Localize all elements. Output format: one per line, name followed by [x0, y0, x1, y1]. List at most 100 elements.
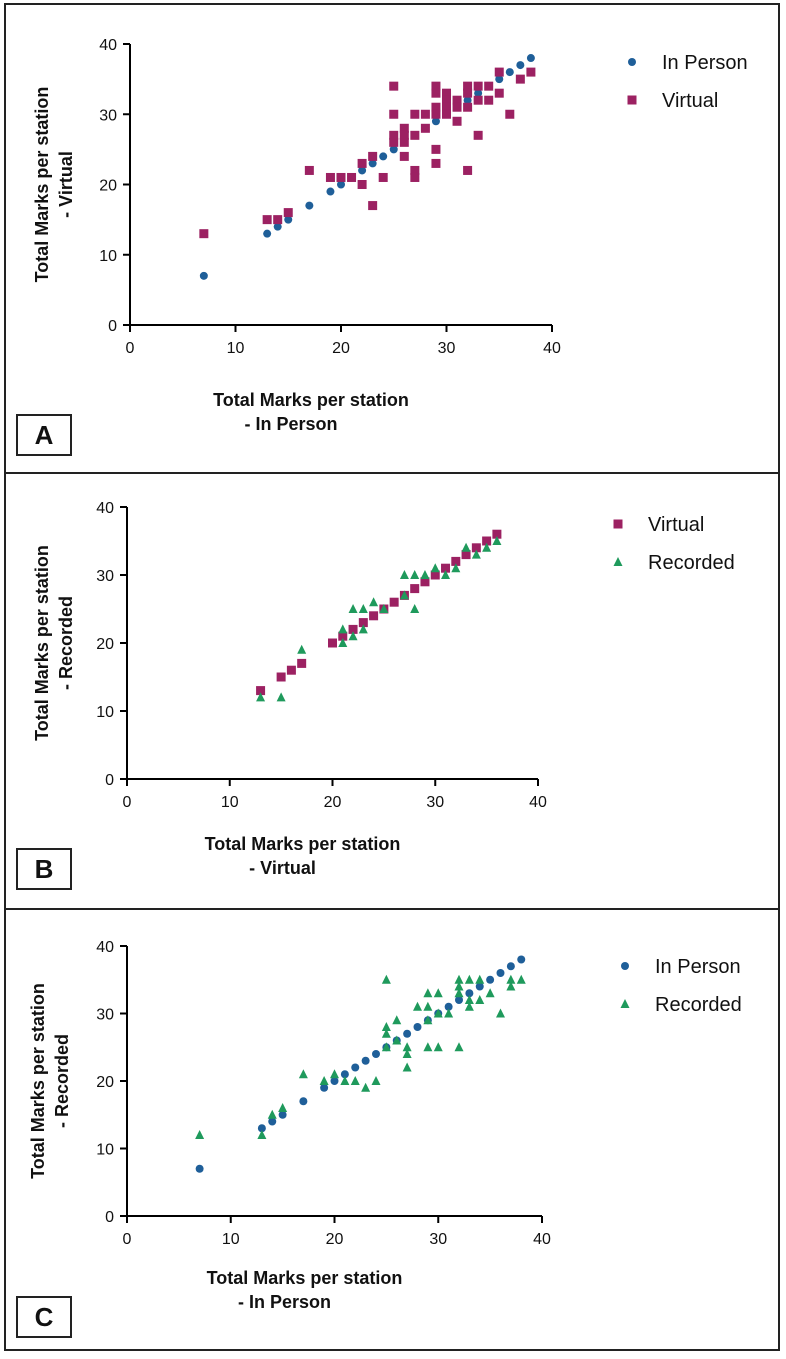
x-axis-label-a-1: - In Person — [244, 414, 337, 434]
point-a-1-26 — [420, 109, 430, 119]
point-a-0-19 — [474, 89, 483, 98]
point-a-1-27 — [431, 81, 441, 91]
point-b-0-19 — [482, 536, 492, 546]
y-tick-label-b-3: 30 — [96, 568, 114, 585]
point-a-1-30 — [431, 109, 441, 119]
point-c-1-19 — [402, 1062, 412, 1072]
point-a-0-2 — [273, 222, 282, 231]
point-a-1-34 — [442, 95, 451, 105]
legend-marker-a-1 — [627, 95, 637, 105]
y-tick-label-b-0: 0 — [105, 772, 114, 789]
point-b-1-8 — [358, 604, 368, 613]
point-c-0-10 — [372, 1050, 380, 1058]
point-a-1-46 — [473, 130, 483, 140]
point-a-0-11 — [389, 145, 398, 154]
point-b-1-15 — [420, 570, 430, 579]
point-a-0-9 — [368, 159, 377, 168]
point-a-0-4 — [305, 201, 314, 210]
point-c-0-20 — [475, 982, 484, 991]
point-a-1-50 — [494, 88, 504, 98]
series-b-virtual — [256, 529, 502, 696]
point-c-1-41 — [506, 981, 516, 991]
point-a-1-1 — [262, 215, 272, 225]
point-c-0-7 — [340, 1070, 349, 1079]
point-c-0-14 — [413, 1023, 422, 1031]
y-tick-label-b-2: 20 — [96, 636, 114, 653]
x-tick-label-c-0: 0 — [123, 1231, 132, 1248]
legend-marker-c-0 — [621, 962, 629, 970]
point-a-1-13 — [389, 81, 399, 91]
point-a-1-9 — [357, 158, 367, 168]
point-b-1-6 — [348, 604, 358, 613]
point-b-0-20 — [492, 529, 502, 539]
x-tick-label-b-1: 10 — [221, 794, 239, 811]
point-a-0-10 — [379, 152, 388, 161]
legend-label-b-1: Recorded — [648, 552, 735, 574]
point-c-1-42 — [516, 974, 526, 984]
point-a-1-11 — [368, 151, 378, 161]
point-a-0-15 — [431, 117, 440, 126]
point-a-1-39 — [452, 116, 462, 126]
point-c-0-23 — [506, 962, 515, 971]
point-a-1-25 — [420, 123, 430, 133]
point-a-0-0 — [199, 271, 208, 280]
point-c-1-23 — [423, 1015, 433, 1025]
point-b-1-22 — [492, 536, 502, 545]
scatter-chart-b: 0 10 20 30 40 0 10 20 30 40 Total Marks per statio… — [32, 500, 735, 878]
point-a-1-14 — [389, 109, 399, 119]
point-b-0-4 — [328, 638, 337, 648]
y-tick-label-c-2: 20 — [96, 1074, 114, 1091]
point-c-1-31 — [454, 988, 464, 998]
point-a-1-3 — [283, 208, 293, 218]
x-tick-label-c-3: 30 — [429, 1231, 447, 1248]
point-a-1-10 — [368, 201, 378, 211]
point-b-0-8 — [369, 611, 379, 621]
point-c-0-22 — [496, 969, 505, 977]
point-b-0-18 — [471, 543, 481, 553]
point-a-1-6 — [336, 172, 346, 182]
point-a-0-24 — [526, 54, 535, 63]
point-b-1-13 — [410, 570, 420, 579]
point-c-1-20 — [413, 1001, 422, 1011]
point-b-1-2 — [297, 644, 307, 654]
y-tick-label-a-0: 0 — [108, 318, 117, 335]
legend-label-a-0: In Person — [662, 52, 748, 74]
point-a-1-41 — [463, 88, 473, 98]
y-tick-label-c-3: 30 — [96, 1007, 114, 1024]
point-b-1-14 — [410, 604, 420, 613]
y-tick-label-a-4: 40 — [99, 37, 117, 54]
point-c-1-13 — [381, 1028, 391, 1038]
x-axis-label-b-1: - Virtual — [249, 858, 316, 878]
point-c-1-25 — [433, 988, 443, 998]
panel-divider-bc — [4, 908, 780, 910]
point-a-1-20 — [399, 151, 409, 161]
x-axis-label-c-0: Total Marks per station — [207, 1268, 403, 1288]
point-c-1-39 — [496, 1008, 505, 1018]
point-c-0-3 — [278, 1110, 287, 1119]
point-b-1-20 — [471, 549, 481, 559]
point-c-1-30 — [454, 981, 464, 991]
point-c-0-4 — [299, 1097, 308, 1106]
panel-label-a: A — [16, 414, 72, 456]
point-c-0-24 — [517, 955, 526, 964]
y-tick-label-a-1: 10 — [99, 248, 117, 265]
figure-frame — [4, 3, 780, 1351]
point-a-1-49 — [494, 67, 504, 77]
point-c-0-1 — [257, 1124, 266, 1133]
point-c-1-6 — [330, 1069, 339, 1079]
point-c-1-7 — [340, 1076, 350, 1085]
point-a-1-5 — [325, 172, 335, 182]
point-a-1-7 — [347, 172, 357, 182]
series-b-recorded — [256, 536, 502, 702]
point-a-0-3 — [284, 215, 293, 224]
point-c-1-28 — [444, 1008, 454, 1018]
series-a-virtual — [199, 67, 536, 239]
point-c-0-9 — [361, 1056, 370, 1065]
point-b-1-21 — [482, 542, 492, 552]
point-a-1-8 — [357, 180, 367, 189]
point-a-1-33 — [442, 88, 451, 98]
point-c-1-38 — [485, 988, 495, 998]
point-c-0-2 — [268, 1117, 277, 1126]
point-b-0-14 — [430, 570, 440, 580]
series-c-recorded — [195, 974, 526, 1139]
